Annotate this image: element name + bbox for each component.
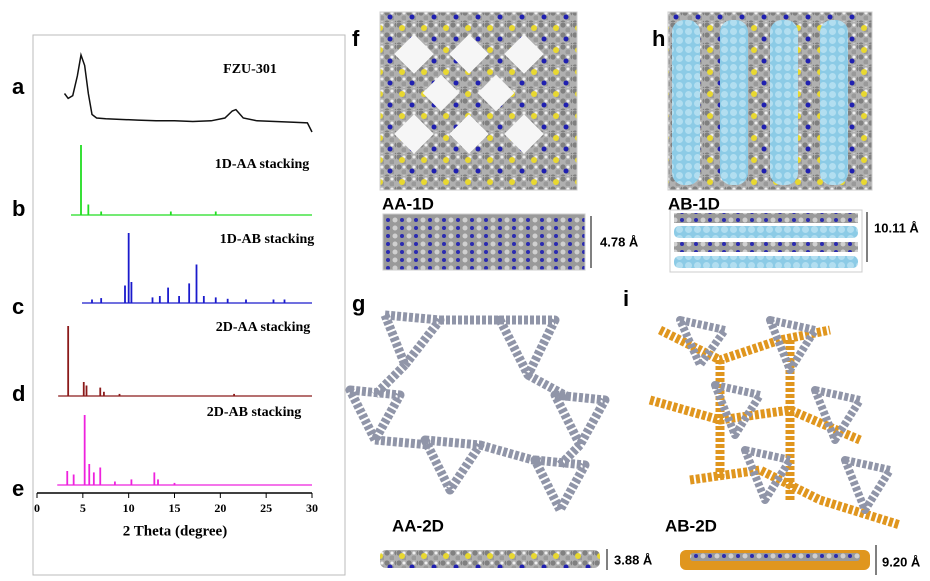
x-tick-label: 30 (306, 501, 318, 515)
panel-letter: c (12, 294, 24, 319)
structure-label: AA-1D (382, 194, 434, 213)
panel-letter: a (12, 74, 25, 99)
side-view (383, 214, 585, 270)
series-label: 2D-AA stacking (216, 320, 311, 335)
spacing-label: 10.11 Å (874, 220, 919, 235)
spacing-label: 4.78 Å (600, 234, 639, 249)
side-view (690, 553, 860, 561)
network-layer-b (650, 330, 900, 525)
series-label: 1D-AB stacking (220, 232, 315, 247)
layer (674, 242, 858, 252)
series-label: FZU-301 (223, 62, 277, 77)
structure-label: AB-2D (665, 516, 717, 535)
x-tick-label: 15 (169, 501, 181, 515)
panel-letter: b (12, 196, 25, 221)
x-tick-label: 20 (214, 501, 226, 515)
x-tick-label: 10 (123, 501, 135, 515)
structure-label: AA-2D (392, 516, 444, 535)
panel-letter: f (352, 26, 360, 51)
network (350, 315, 605, 510)
layer (674, 256, 858, 268)
layer (674, 213, 858, 223)
x-tick-label: 5 (80, 501, 86, 515)
spacing-label: 3.88 Å (614, 552, 653, 567)
panel-letter: d (12, 381, 25, 406)
xrd-chart: 0 5 10 15 20 25 30 2 Theta (degree) a FZU-301 b 1D-… (12, 55, 318, 539)
chart-frame (33, 35, 345, 575)
panel-letter: g (352, 291, 365, 316)
panel-letter: i (623, 286, 629, 311)
figure: 0 5 10 15 20 25 30 2 Theta (degree) a FZU-301 b 1D-… (0, 0, 930, 581)
panel-letter: e (12, 476, 24, 501)
layer (674, 226, 858, 238)
side-view (380, 550, 600, 568)
series-label: 1D-AA stacking (215, 157, 310, 172)
spacing-label: 9.20 Å (882, 554, 921, 569)
x-tick-label: 25 (260, 501, 272, 515)
panel-letter: h (652, 26, 665, 51)
series-label: 2D-AB stacking (207, 405, 302, 420)
x-axis-label: 2 Theta (degree) (123, 523, 227, 539)
x-tick-label: 0 (34, 501, 40, 515)
